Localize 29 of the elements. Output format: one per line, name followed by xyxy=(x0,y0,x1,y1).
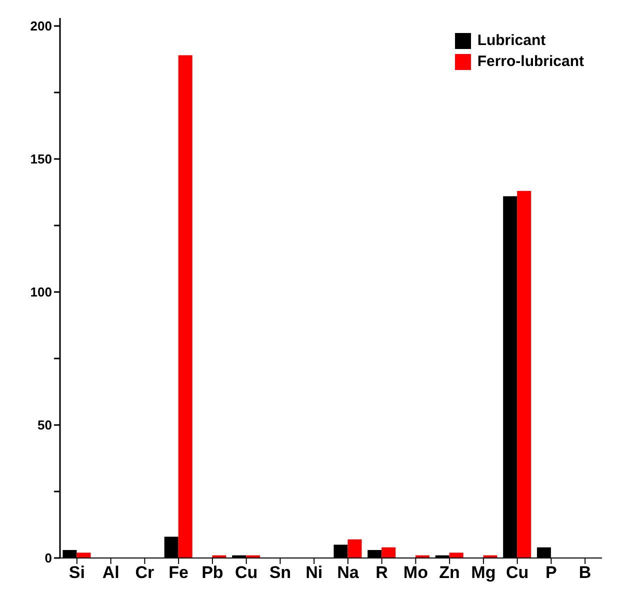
x-tick-label: Mg xyxy=(471,563,496,582)
bar xyxy=(382,547,396,558)
x-tick-label: Zn xyxy=(439,563,460,582)
legend-label: Lubricant xyxy=(477,32,546,49)
bar xyxy=(449,552,464,558)
y-tick-label: 150 xyxy=(30,152,52,167)
x-tick-label: Sn xyxy=(269,563,292,582)
x-tick-label: Al xyxy=(102,563,120,582)
x-tick-label: Si xyxy=(68,563,85,582)
x-tick-label: P xyxy=(546,563,557,582)
x-tick-label: Cu xyxy=(506,563,529,582)
x-tick-label: R xyxy=(376,563,388,582)
bar xyxy=(178,55,192,558)
x-tick-label: Pb xyxy=(202,563,224,582)
x-tick-label: Mo xyxy=(403,563,428,582)
bar xyxy=(517,190,532,558)
x-tick-label: Cu xyxy=(234,563,258,582)
x-tick-label: Cr xyxy=(135,563,155,582)
y-tick-label: 0 xyxy=(44,550,52,566)
bar xyxy=(348,539,362,558)
bar xyxy=(76,552,91,558)
y-tick-label: 50 xyxy=(38,418,52,433)
y-tick-label: 100 xyxy=(30,284,52,300)
x-tick-label: Na xyxy=(337,563,360,582)
y-tick-label: 200 xyxy=(30,18,52,34)
x-tick-label: Ni xyxy=(306,563,323,582)
x-tick-label: B xyxy=(578,563,592,582)
x-tick-label: Fe xyxy=(168,563,188,582)
legend-label: Ferro-lubricant xyxy=(477,53,584,70)
